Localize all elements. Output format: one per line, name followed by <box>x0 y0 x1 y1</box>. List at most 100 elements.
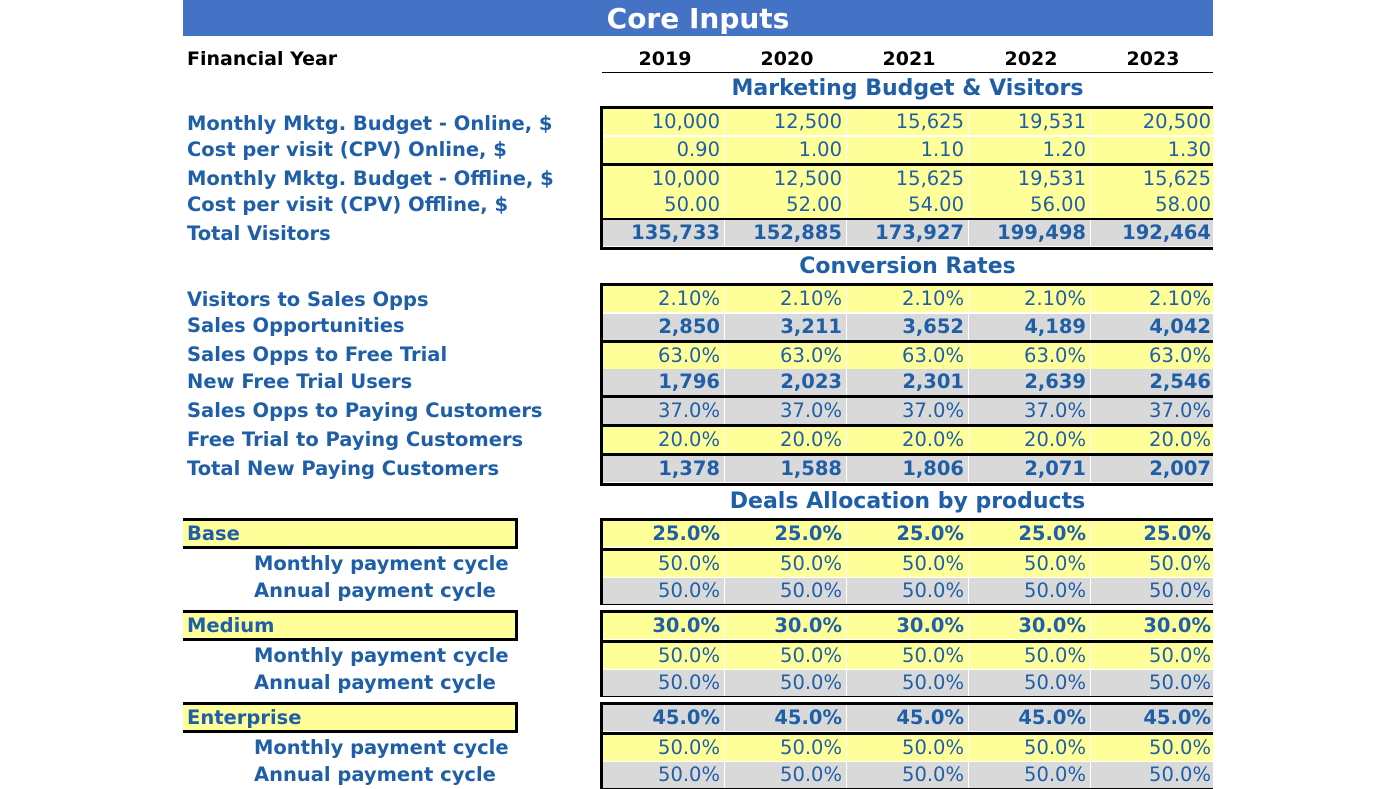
calculated-cell: 2,850 <box>603 314 725 340</box>
input-cell[interactable]: 63.0% <box>969 343 1091 369</box>
input-cell[interactable]: 1.00 <box>725 137 847 163</box>
calculated-cell: 50.0% <box>969 578 1091 604</box>
row-label: Cost per visit (CPV) Offline, $ <box>187 193 509 216</box>
calculated-cell: 2,639 <box>969 369 1091 395</box>
input-cell[interactable]: 54.00 <box>847 192 969 218</box>
calculated-cell: 45.0% <box>1091 705 1213 731</box>
product-label-enterprise: Enterprise <box>183 702 518 733</box>
input-cell[interactable]: 15,625 <box>847 109 969 135</box>
input-cell[interactable]: 20,500 <box>1091 109 1213 135</box>
calculated-cell: 152,885 <box>725 220 847 246</box>
input-cell[interactable]: 12,500 <box>725 166 847 192</box>
input-cell[interactable]: 1.20 <box>969 137 1091 163</box>
input-cell[interactable]: 2.10% <box>847 286 969 312</box>
input-cell[interactable]: 50.0% <box>847 643 969 669</box>
data-row: 50.0% 50.0% 50.0% 50.0% 50.0% <box>603 551 1213 577</box>
calculated-cell: 2,023 <box>725 369 847 395</box>
input-cell[interactable]: 25.0% <box>969 521 1091 547</box>
input-cell[interactable]: 50.0% <box>603 551 725 577</box>
input-cell[interactable]: 19,531 <box>969 109 1091 135</box>
input-cell[interactable]: 1.30 <box>1091 137 1213 163</box>
row-label: Annual payment cycle <box>254 579 496 602</box>
input-cell[interactable]: 50.0% <box>1091 551 1213 577</box>
data-row: 2,850 3,211 3,652 4,189 4,042 <box>603 314 1213 340</box>
input-cell[interactable]: 20.0% <box>847 427 969 453</box>
input-cell[interactable]: 50.0% <box>725 643 847 669</box>
input-cell[interactable]: 1.10 <box>847 137 969 163</box>
calculated-cell: 50.0% <box>969 762 1091 788</box>
input-cell[interactable]: 63.0% <box>725 343 847 369</box>
section-heading-conversion: Conversion Rates <box>799 254 1016 279</box>
section-heading-marketing: Marketing Budget & Visitors <box>731 76 1084 101</box>
data-row: 63.0% 63.0% 63.0% 63.0% 63.0% <box>603 343 1213 369</box>
calculated-cell: 50.0% <box>1091 762 1213 788</box>
input-cell[interactable]: 30.0% <box>969 613 1091 639</box>
input-cell[interactable]: 30.0% <box>725 613 847 639</box>
calculated-cell: 199,498 <box>969 220 1091 246</box>
input-cell[interactable]: 30.0% <box>603 613 725 639</box>
input-cell[interactable]: 52.00 <box>725 192 847 218</box>
input-cell[interactable]: 20.0% <box>1091 427 1213 453</box>
input-cell[interactable]: 10,000 <box>603 109 725 135</box>
input-cell[interactable]: 2.10% <box>969 286 1091 312</box>
product-label-base: Base <box>183 518 518 549</box>
row-label: Visitors to Sales Opps <box>187 288 429 311</box>
input-cell[interactable]: 56.00 <box>969 192 1091 218</box>
calculated-cell: 4,189 <box>969 314 1091 340</box>
input-cell[interactable]: 50.0% <box>603 643 725 669</box>
input-cell[interactable]: 12,500 <box>725 109 847 135</box>
input-cell[interactable]: 30.0% <box>847 613 969 639</box>
row-label: Free Trial to Paying Customers <box>187 428 524 451</box>
data-row: 45.0% 45.0% 45.0% 45.0% 45.0% <box>603 705 1213 731</box>
input-cell[interactable]: 30.0% <box>1091 613 1213 639</box>
input-cell[interactable]: 19,531 <box>969 166 1091 192</box>
data-row: 25.0% 25.0% 25.0% 25.0% 25.0% <box>603 521 1213 547</box>
calculated-cell: 50.0% <box>725 670 847 696</box>
input-cell[interactable]: 50.0% <box>847 735 969 761</box>
data-row: 37.0% 37.0% 37.0% 37.0% 37.0% <box>603 398 1213 424</box>
input-cell[interactable]: 63.0% <box>1091 343 1213 369</box>
row-label: Annual payment cycle <box>254 763 496 786</box>
row-label: Total New Paying Customers <box>187 457 500 480</box>
input-cell[interactable]: 50.0% <box>725 735 847 761</box>
input-cell[interactable]: 2.10% <box>603 286 725 312</box>
input-cell[interactable]: 63.0% <box>603 343 725 369</box>
data-row: 2.10% 2.10% 2.10% 2.10% 2.10% <box>603 286 1213 312</box>
calculated-cell: 3,652 <box>847 314 969 340</box>
input-cell[interactable]: 10,000 <box>603 166 725 192</box>
input-cell[interactable]: 20.0% <box>603 427 725 453</box>
calculated-cell: 37.0% <box>603 398 725 424</box>
input-cell[interactable]: 50.0% <box>969 735 1091 761</box>
input-cell[interactable]: 25.0% <box>603 521 725 547</box>
input-cell[interactable]: 50.0% <box>1091 735 1213 761</box>
input-cell[interactable]: 15,625 <box>1091 166 1213 192</box>
input-cell[interactable]: 50.0% <box>603 735 725 761</box>
input-cell[interactable]: 58.00 <box>1091 192 1213 218</box>
input-cell[interactable]: 25.0% <box>847 521 969 547</box>
row-label: Cost per visit (CPV) Online, $ <box>187 138 507 161</box>
input-cell[interactable]: 0.90 <box>603 137 725 163</box>
calculated-cell: 50.0% <box>603 762 725 788</box>
input-cell[interactable]: 25.0% <box>725 521 847 547</box>
data-row: 10,000 12,500 15,625 19,531 15,625 <box>603 166 1213 192</box>
year-header: 2022 <box>1004 48 1058 70</box>
input-cell[interactable]: 63.0% <box>847 343 969 369</box>
input-cell[interactable]: 20.0% <box>969 427 1091 453</box>
calculated-cell: 2,071 <box>969 456 1091 482</box>
input-cell[interactable]: 20.0% <box>725 427 847 453</box>
calculated-cell: 135,733 <box>603 220 725 246</box>
calculated-cell: 50.0% <box>969 670 1091 696</box>
input-cell[interactable]: 50.0% <box>1091 643 1213 669</box>
input-cell[interactable]: 50.00 <box>603 192 725 218</box>
input-cell[interactable]: 50.0% <box>969 551 1091 577</box>
input-cell[interactable]: 25.0% <box>1091 521 1213 547</box>
input-cell[interactable]: 50.0% <box>969 643 1091 669</box>
input-cell[interactable]: 15,625 <box>847 166 969 192</box>
input-cell[interactable]: 50.0% <box>847 551 969 577</box>
input-cell[interactable]: 50.0% <box>725 551 847 577</box>
section-heading-deals: Deals Allocation by products <box>729 489 1086 514</box>
calculated-cell: 1,588 <box>725 456 847 482</box>
input-cell[interactable]: 2.10% <box>725 286 847 312</box>
input-cell[interactable]: 2.10% <box>1091 286 1213 312</box>
calculated-cell: 45.0% <box>847 705 969 731</box>
